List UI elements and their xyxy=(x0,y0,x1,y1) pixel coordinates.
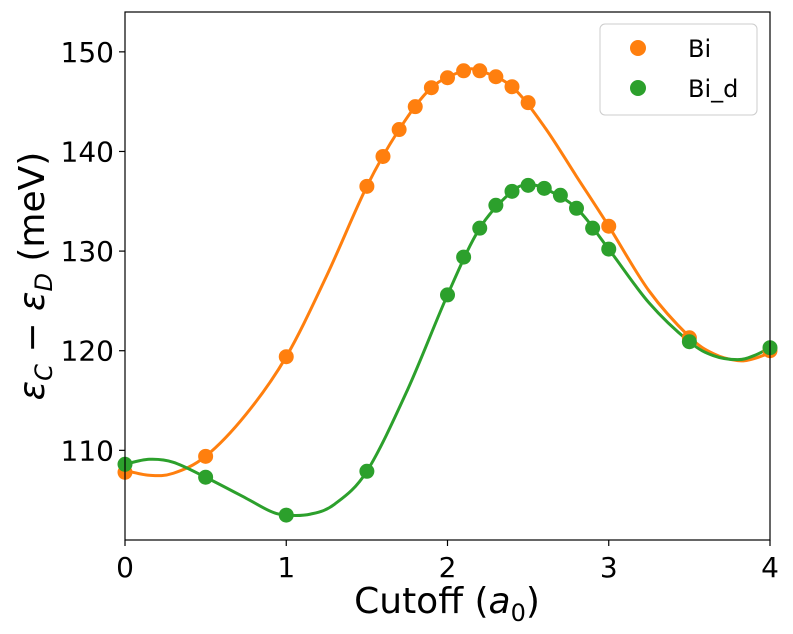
data-point-bi-d-6 xyxy=(472,220,488,236)
data-point-bi-d-7 xyxy=(488,197,504,213)
y-tick-label: 130 xyxy=(61,235,114,268)
data-point-bi-d-8 xyxy=(504,183,520,199)
data-point-bi-d-4 xyxy=(440,287,455,303)
data-point-bi-d-9 xyxy=(520,177,536,193)
data-point-bi-d-13 xyxy=(585,220,601,236)
x-tick-label: 3 xyxy=(600,551,618,584)
data-point-bi-2 xyxy=(278,349,294,365)
data-point-bi-9 xyxy=(456,63,472,79)
x-tick-label: 0 xyxy=(116,551,134,584)
y-tick-label: 110 xyxy=(61,434,114,467)
legend-marker-bi-d xyxy=(630,80,646,96)
data-point-bi-d-10 xyxy=(536,180,552,196)
data-point-bi-14 xyxy=(601,218,617,234)
data-point-bi-11 xyxy=(488,69,504,85)
axis-ticks: 0 1 2 3 4 110 120 130 140 150 xyxy=(61,36,779,584)
data-point-bi-4 xyxy=(375,148,391,164)
data-point-bi-d-1 xyxy=(198,469,214,485)
x-tick-label: 2 xyxy=(439,551,457,584)
y-tick-label: 120 xyxy=(61,335,114,368)
data-point-bi-1 xyxy=(198,448,214,464)
data-point-bi-13 xyxy=(520,95,536,111)
data-point-bi-5 xyxy=(391,122,407,138)
data-point-bi-d-5 xyxy=(456,249,472,265)
y-axis-label: εC − εD (meV) xyxy=(12,152,58,401)
legend-label-bi: Bi xyxy=(688,35,711,63)
y-tick-label: 140 xyxy=(61,135,114,168)
x-tick-label: 1 xyxy=(277,551,295,584)
data-point-bi-d-14 xyxy=(601,241,617,257)
x-axis-label: Cutoff (a0) xyxy=(354,581,540,627)
data-point-bi-7 xyxy=(423,80,439,96)
legend-label-bi-d: Bi_d xyxy=(688,75,738,103)
legend: Bi Bi_d xyxy=(599,23,758,116)
data-point-bi-8 xyxy=(440,70,455,86)
y-tick-label: 150 xyxy=(61,36,114,69)
data-point-bi-10 xyxy=(472,63,488,79)
x-tick-label: 4 xyxy=(761,551,779,584)
data-point-bi-d-11 xyxy=(552,187,568,203)
data-point-bi-d-15 xyxy=(681,334,697,350)
data-point-bi-d-2 xyxy=(278,507,294,523)
data-point-bi-d-3 xyxy=(359,463,375,479)
data-point-bi-d-12 xyxy=(569,200,584,216)
data-point-bi-6 xyxy=(407,99,423,115)
data-point-bi-12 xyxy=(504,79,520,95)
legend-marker-bi xyxy=(630,40,646,56)
data-point-bi-3 xyxy=(359,178,375,194)
